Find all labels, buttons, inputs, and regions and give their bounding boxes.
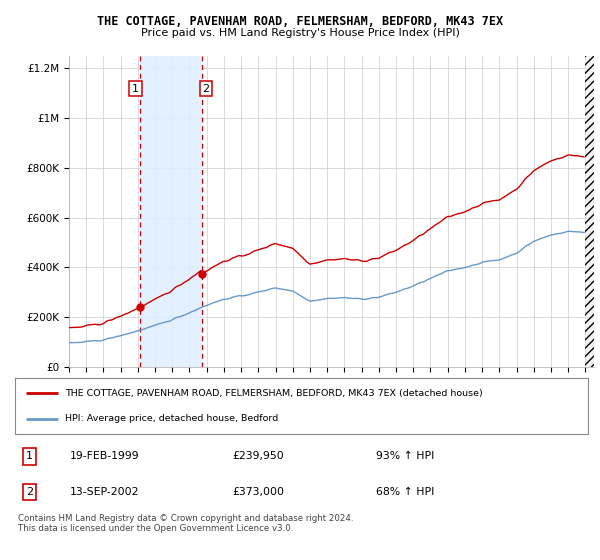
Text: Price paid vs. HM Land Registry's House Price Index (HPI): Price paid vs. HM Land Registry's House …: [140, 28, 460, 38]
Text: THE COTTAGE, PAVENHAM ROAD, FELMERSHAM, BEDFORD, MK43 7EX: THE COTTAGE, PAVENHAM ROAD, FELMERSHAM, …: [97, 15, 503, 28]
Text: 19-FEB-1999: 19-FEB-1999: [70, 451, 139, 461]
Bar: [586, 56, 594, 367]
Text: 93% ↑ HPI: 93% ↑ HPI: [376, 451, 434, 461]
Text: 68% ↑ HPI: 68% ↑ HPI: [376, 487, 434, 497]
Text: 1: 1: [132, 83, 139, 94]
Text: £373,000: £373,000: [233, 487, 285, 497]
Text: HPI: Average price, detached house, Bedford: HPI: Average price, detached house, Bedf…: [65, 414, 278, 423]
Bar: [140, 56, 202, 367]
Text: Contains HM Land Registry data © Crown copyright and database right 2024.
This d: Contains HM Land Registry data © Crown c…: [18, 514, 353, 534]
Text: £239,950: £239,950: [233, 451, 284, 461]
Text: 2: 2: [26, 487, 33, 497]
Text: 1: 1: [26, 451, 33, 461]
Text: 2: 2: [202, 83, 209, 94]
Text: THE COTTAGE, PAVENHAM ROAD, FELMERSHAM, BEDFORD, MK43 7EX (detached house): THE COTTAGE, PAVENHAM ROAD, FELMERSHAM, …: [65, 389, 483, 398]
Text: 13-SEP-2002: 13-SEP-2002: [70, 487, 139, 497]
